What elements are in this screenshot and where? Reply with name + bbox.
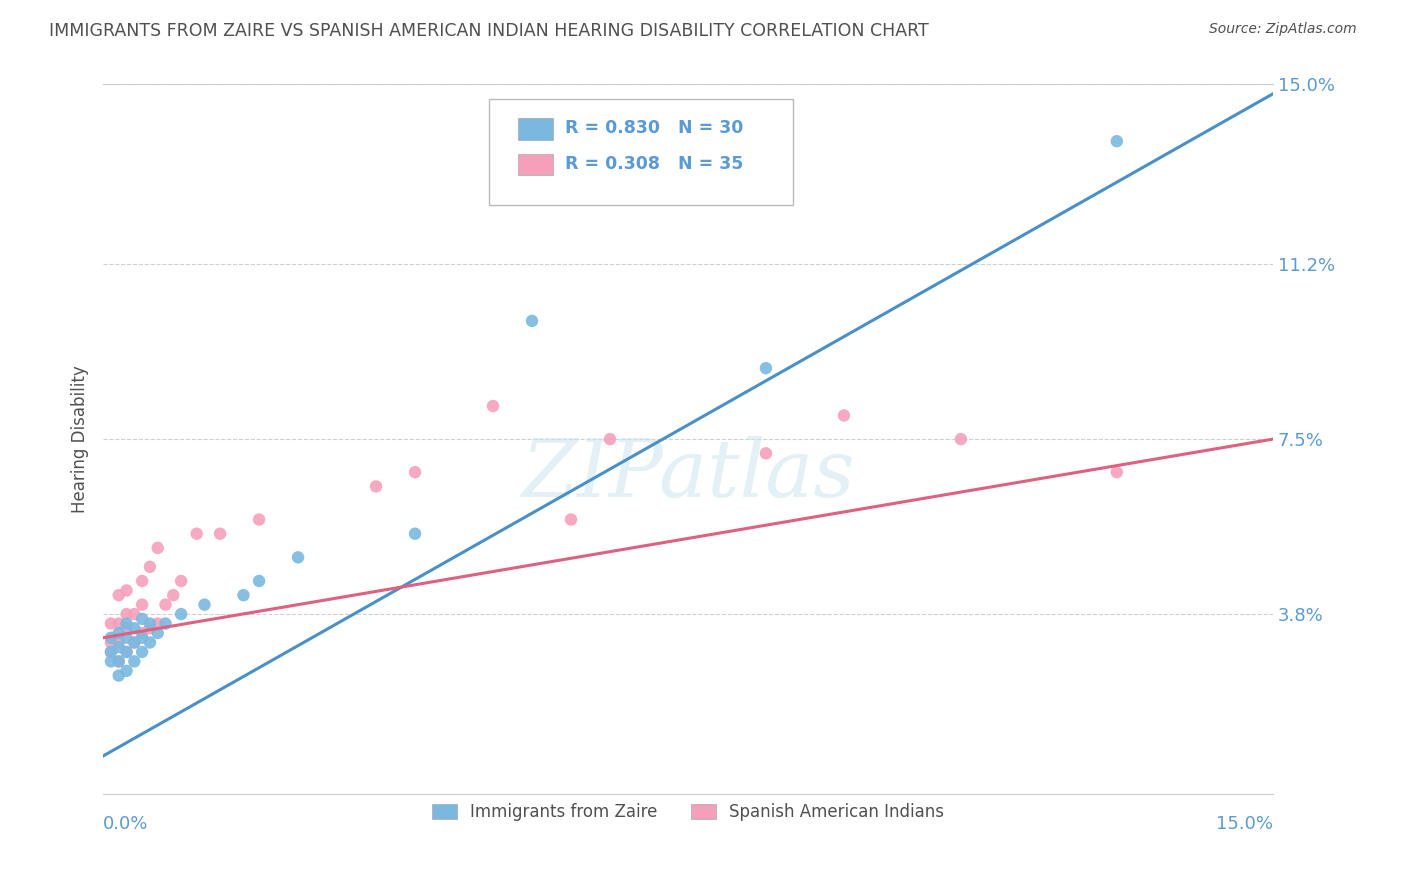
Point — [170, 574, 193, 588]
Point — [124, 654, 146, 668]
Text: R = 0.308   N = 35: R = 0.308 N = 35 — [565, 155, 744, 173]
Point — [482, 399, 505, 413]
Point — [115, 645, 138, 659]
Point — [755, 446, 778, 460]
Point — [404, 465, 426, 479]
FancyBboxPatch shape — [489, 99, 793, 205]
Text: 0.0%: 0.0% — [103, 815, 149, 833]
Point — [520, 314, 543, 328]
Point — [755, 361, 778, 376]
Point — [247, 574, 270, 588]
Point — [599, 432, 621, 446]
Point — [107, 668, 129, 682]
Text: 15.0%: 15.0% — [1216, 815, 1272, 833]
Point — [107, 635, 129, 649]
Point — [287, 550, 309, 565]
Legend: Immigrants from Zaire, Spanish American Indians: Immigrants from Zaire, Spanish American … — [425, 797, 950, 828]
Point — [146, 626, 169, 640]
Point — [404, 526, 426, 541]
Point — [155, 598, 177, 612]
Point — [115, 664, 138, 678]
Point — [131, 645, 153, 659]
Text: R = 0.830   N = 30: R = 0.830 N = 30 — [565, 120, 744, 137]
Y-axis label: Hearing Disability: Hearing Disability — [72, 365, 89, 513]
Point — [131, 598, 153, 612]
Point — [364, 479, 387, 493]
Point — [115, 583, 138, 598]
Bar — [519, 119, 554, 140]
Point — [949, 432, 972, 446]
Point — [115, 631, 138, 645]
Point — [115, 645, 138, 659]
Point — [139, 616, 162, 631]
Point — [162, 588, 184, 602]
Bar — [519, 154, 554, 175]
Point — [247, 512, 270, 526]
Point — [193, 598, 215, 612]
Point — [115, 621, 138, 635]
Point — [124, 635, 146, 649]
Point — [107, 654, 129, 668]
Point — [139, 635, 162, 649]
Point — [131, 626, 153, 640]
Point — [107, 654, 129, 668]
Text: ZIPatlas: ZIPatlas — [522, 436, 855, 513]
Point — [100, 645, 122, 659]
Point — [131, 574, 153, 588]
Point — [146, 616, 169, 631]
Point — [139, 621, 162, 635]
Point — [131, 612, 153, 626]
Point — [100, 635, 122, 649]
Point — [186, 526, 208, 541]
Point — [115, 616, 138, 631]
Point — [100, 654, 122, 668]
Point — [124, 621, 146, 635]
Point — [146, 541, 169, 555]
Point — [124, 607, 146, 621]
Point — [124, 635, 146, 649]
Point — [100, 616, 122, 631]
Point — [1105, 465, 1128, 479]
Point — [100, 631, 122, 645]
Text: Source: ZipAtlas.com: Source: ZipAtlas.com — [1209, 22, 1357, 37]
Point — [107, 640, 129, 655]
Point — [832, 409, 855, 423]
Point — [107, 588, 129, 602]
Point — [115, 607, 138, 621]
Text: IMMIGRANTS FROM ZAIRE VS SPANISH AMERICAN INDIAN HEARING DISABILITY CORRELATION : IMMIGRANTS FROM ZAIRE VS SPANISH AMERICA… — [49, 22, 929, 40]
Point — [560, 512, 582, 526]
Point — [131, 631, 153, 645]
Point — [232, 588, 254, 602]
Point — [1105, 134, 1128, 148]
Point — [107, 616, 129, 631]
Point — [100, 645, 122, 659]
Point — [170, 607, 193, 621]
Point — [139, 559, 162, 574]
Point — [209, 526, 232, 541]
Point — [155, 616, 177, 631]
Point — [107, 626, 129, 640]
